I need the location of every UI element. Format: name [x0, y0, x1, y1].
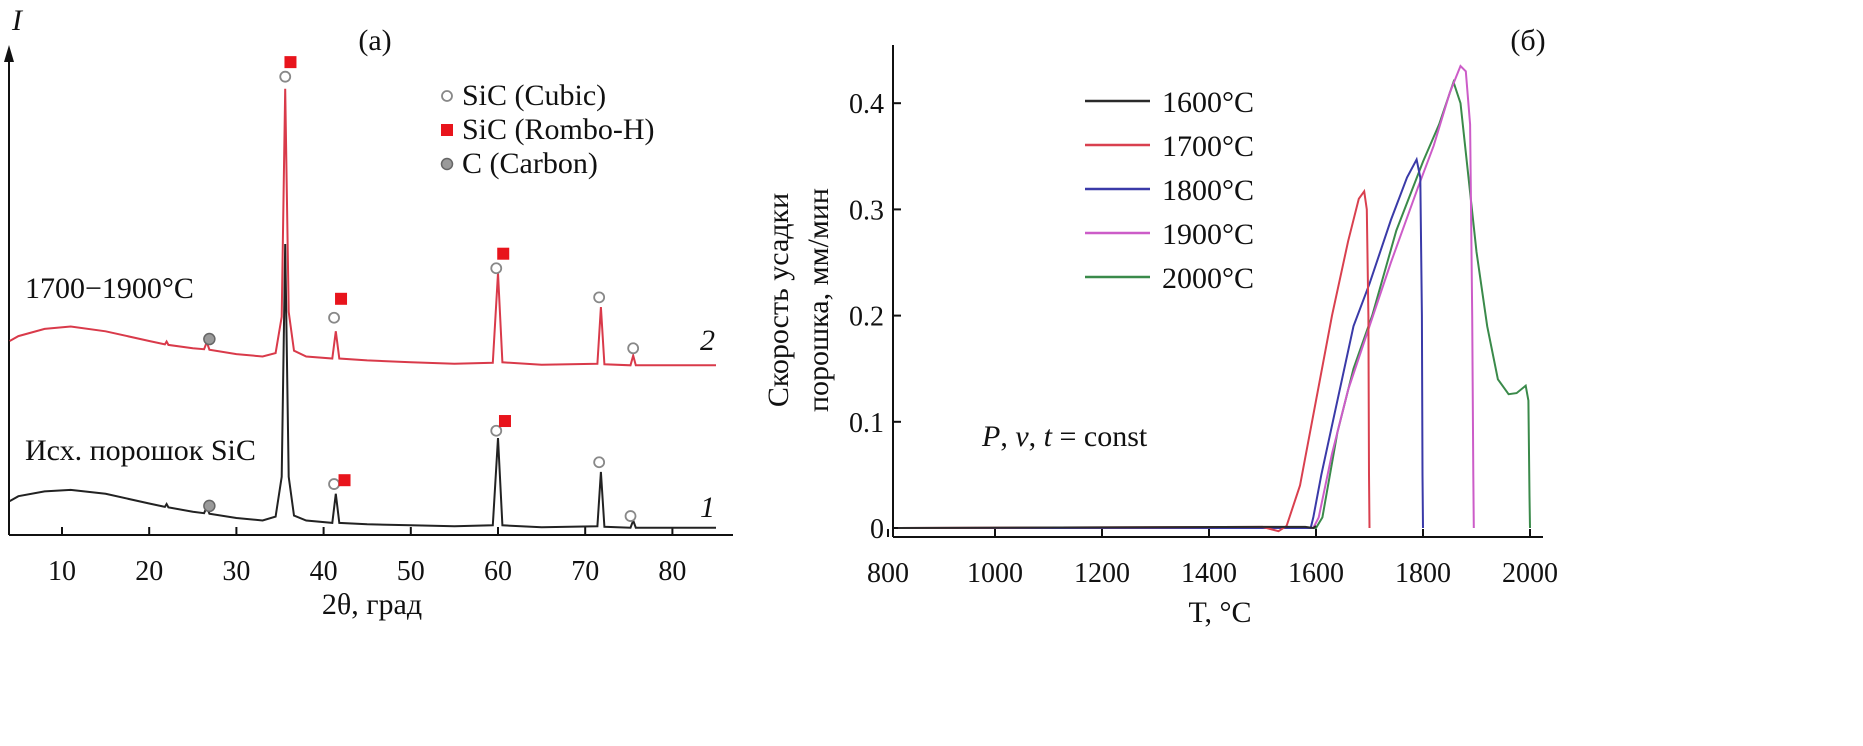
- legend-label: 1700°C: [1162, 130, 1254, 163]
- sic-cubic-marker: [627, 342, 640, 355]
- x-tick-label: 1000: [967, 558, 1023, 589]
- x-tick-label: 70: [571, 556, 599, 587]
- x-tick-label: 20: [135, 556, 163, 587]
- panel-a-label: (a): [358, 24, 391, 57]
- legend-label: 2000°C: [1162, 262, 1254, 295]
- x-tick-label: 50: [397, 556, 425, 587]
- carbon-marker: [203, 332, 216, 346]
- annotation-variable: P: [981, 420, 1000, 453]
- legend-label: SiC (Cubic): [462, 79, 606, 112]
- legend-label: 1800°C: [1162, 174, 1254, 207]
- sic-rombo-h-marker: [441, 124, 453, 136]
- legend: SiC (Cubic)SiC (Rombo-H)C (Carbon): [440, 79, 655, 180]
- legend-label: 1600°C: [1162, 86, 1254, 119]
- annotation-separator: ,: [1029, 420, 1044, 453]
- x-tick-label: 1600: [1288, 558, 1344, 589]
- sic-rombo-h-marker: [335, 292, 348, 305]
- sic-cubic-marker: [279, 70, 292, 83]
- y-tick-label: 0.3: [849, 195, 884, 226]
- sic-cubic-marker: [490, 262, 503, 275]
- series-1700c: [898, 188, 1371, 533]
- y-tick-label: 0: [870, 514, 884, 545]
- x-tick-label: 10: [48, 556, 76, 587]
- sic-rombo-h-marker: [498, 415, 511, 428]
- panel-b: (б) 800 1000 1200 1400 1600 1800 2000 0 0.1 0.2 0.…: [762, 24, 1558, 629]
- x-tick-label: 40: [310, 556, 338, 587]
- sic-cubic-marker: [624, 510, 637, 522]
- annotation-separator: ,: [1000, 420, 1015, 453]
- xrd-curve-1: [9, 243, 716, 529]
- sic-cubic-marker: [593, 456, 606, 469]
- sic-cubic-marker: [441, 90, 453, 102]
- y-tick-label: 0.4: [849, 89, 884, 120]
- x-tick-label: 800: [867, 558, 909, 589]
- series-1600c: [898, 525, 1317, 530]
- x-tick-label: 60: [484, 556, 512, 587]
- x-axis-label: 2θ, град: [322, 588, 422, 621]
- sic-rombo-h-marker: [284, 56, 297, 69]
- curve-1-label: Исх. порошок SiC: [25, 434, 256, 467]
- x-tick-label: 30: [222, 556, 250, 587]
- x-tick-label: 1200: [1074, 558, 1130, 589]
- sic-rombo-h-marker: [497, 247, 510, 260]
- panel-b-label: (б): [1510, 24, 1545, 57]
- y-tick-label: 0.2: [849, 302, 884, 333]
- panel-a: (a) I 10 20 30 40 50 60 70 80 2θ, град 1700−190…: [4, 4, 733, 621]
- y-axis-arrow-icon: [4, 45, 14, 62]
- curve-1-number: 1: [700, 491, 715, 524]
- xrd-curve-2: [9, 88, 716, 367]
- y-axis-label-line-1: Скорость усадки: [762, 193, 795, 407]
- sic-cubic-marker: [328, 311, 340, 324]
- legend-label: C (Carbon): [462, 147, 598, 180]
- x-tick-label: 80: [658, 556, 686, 587]
- conditions-annotation: P, v, t = const: [981, 420, 1148, 453]
- y-axis-label: I: [11, 4, 24, 37]
- sic-cubic-marker: [593, 291, 606, 304]
- sic-rombo-h-marker: [338, 474, 351, 487]
- annotation-separator: [1052, 420, 1060, 453]
- curve-2-number: 2: [700, 324, 715, 357]
- x-tick-label: 2000: [1502, 558, 1558, 589]
- x-tick-label: 1800: [1395, 558, 1451, 589]
- legend: 1600°C 1700°C 1800°C 1900°C 2000°C: [1085, 86, 1254, 295]
- annotation-value: = const: [1060, 420, 1148, 453]
- series-1800c: [898, 156, 1424, 529]
- legend-label: 1900°C: [1162, 218, 1254, 251]
- sic-cubic-marker: [328, 478, 340, 490]
- carbon-marker: [203, 499, 216, 513]
- annotation-variable: t: [1044, 420, 1053, 453]
- annotation-variable: v: [1015, 420, 1029, 453]
- legend-label: SiC (Rombo-H): [462, 113, 655, 146]
- curve-2-label: 1700−1900°C: [25, 272, 194, 305]
- y-tick-label: 0.1: [849, 408, 884, 439]
- carbon-marker: [440, 157, 454, 171]
- series-1900c: [898, 64, 1475, 529]
- sic-cubic-marker: [490, 424, 503, 437]
- x-tick-label: 1400: [1181, 558, 1237, 589]
- y-axis-label-line-2: порошка, мм/мин: [802, 188, 835, 412]
- x-axis-label: T, °C: [1188, 596, 1251, 629]
